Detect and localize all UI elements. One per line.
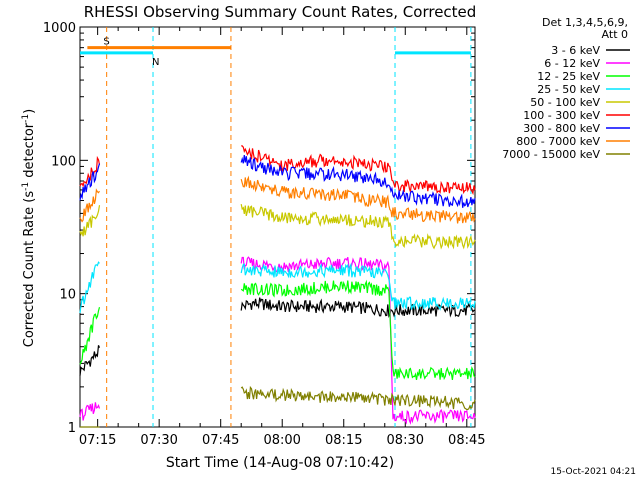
series-50-100-kev bbox=[79, 203, 476, 250]
legend-label: 6 - 12 keV bbox=[544, 57, 600, 70]
legend-label: 300 - 800 keV bbox=[523, 122, 600, 135]
legend-label: 100 - 300 keV bbox=[523, 109, 600, 122]
series-800-7000-kev bbox=[79, 175, 476, 224]
x-tick-label: 08:15 bbox=[325, 433, 362, 448]
legend-label: 25 - 50 keV bbox=[537, 83, 600, 96]
series-300-800-kev bbox=[79, 155, 476, 208]
series-line bbox=[79, 261, 100, 314]
series-line bbox=[240, 297, 476, 319]
x-tick-label: 08:45 bbox=[448, 433, 485, 448]
flag-label: S bbox=[103, 37, 109, 48]
footer-timestamp: 15-Oct-2021 04:21 bbox=[551, 467, 636, 477]
series-line bbox=[240, 203, 476, 250]
plot-frame bbox=[79, 26, 476, 428]
x-tick-label: 07:30 bbox=[140, 433, 177, 448]
series-line bbox=[241, 145, 476, 196]
legend-label: 800 - 7000 keV bbox=[516, 135, 600, 148]
x-axis-label: Start Time (14-Aug-08 07:10:42) bbox=[166, 455, 394, 471]
y-tick-label: 100 bbox=[51, 154, 76, 169]
series-line bbox=[79, 163, 101, 201]
legend-header: Det 1,3,4,5,6,9, bbox=[542, 16, 628, 29]
legend-label: 50 - 100 keV bbox=[530, 96, 600, 109]
flag-bars: SN bbox=[80, 37, 471, 68]
x-tick-label: 08:00 bbox=[263, 433, 300, 448]
series-3-6-kev bbox=[79, 297, 476, 376]
series-6-12-kev bbox=[79, 256, 476, 425]
series-line bbox=[240, 175, 476, 224]
y-axis-label: Corrected Count Rate (s-1 detector-1) bbox=[21, 109, 37, 347]
series-25-50-kev bbox=[79, 261, 476, 314]
series-12-25-kev bbox=[79, 279, 476, 381]
series-line bbox=[79, 345, 101, 376]
x-tick-label: 07:15 bbox=[79, 433, 116, 448]
series-line bbox=[79, 307, 101, 365]
x-tick-label: 08:30 bbox=[387, 433, 424, 448]
plot-area bbox=[79, 26, 476, 428]
series-line bbox=[240, 262, 476, 311]
series-line bbox=[79, 205, 101, 237]
data-series bbox=[79, 145, 476, 428]
series-line bbox=[79, 188, 100, 223]
series-line bbox=[79, 402, 101, 421]
chart-title: RHESSI Observing Summary Count Rates, Co… bbox=[84, 3, 477, 21]
y-tick-label: 1 bbox=[68, 421, 76, 436]
series-line bbox=[240, 279, 476, 381]
time-markers bbox=[106, 27, 472, 427]
y-axis: 1 10 100 1000 bbox=[43, 21, 475, 436]
series-100-300-kev bbox=[79, 145, 476, 196]
legend-label: 3 - 6 keV bbox=[551, 44, 600, 57]
y-tick-label: 10 bbox=[59, 288, 76, 303]
flag-label: N bbox=[152, 57, 159, 68]
legend-header: Att 0 bbox=[602, 28, 628, 41]
series-line bbox=[240, 155, 476, 208]
legend-label: 12 - 25 keV bbox=[537, 70, 600, 83]
x-axis: 07:15 07:30 07:45 08:00 08:15 08:30 08:45 bbox=[79, 27, 486, 448]
legend-label: 7000 - 15000 keV bbox=[502, 148, 600, 161]
x-tick-label: 07:45 bbox=[202, 433, 239, 448]
y-tick-label: 1000 bbox=[43, 21, 76, 36]
series-line bbox=[240, 385, 476, 411]
series-7000-15000-kev bbox=[80, 385, 476, 428]
